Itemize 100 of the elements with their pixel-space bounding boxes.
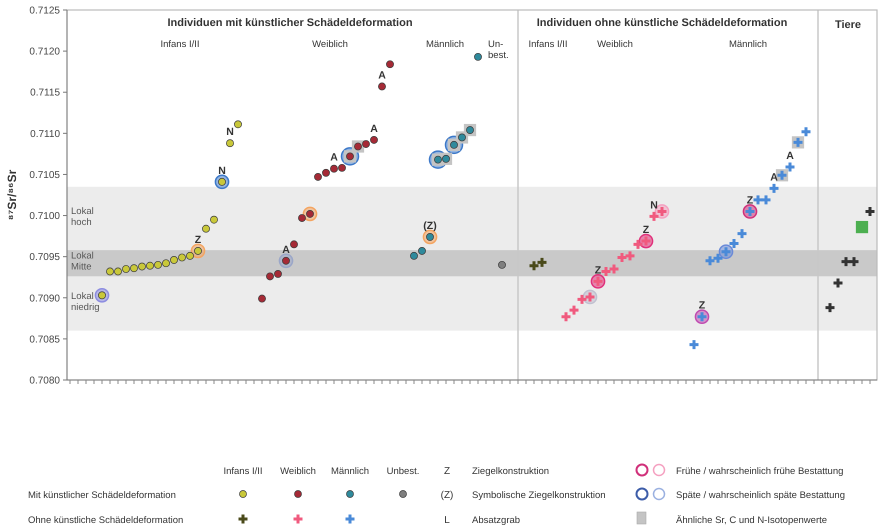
y-tick-label: 0.7085 bbox=[29, 334, 60, 346]
point bbox=[314, 173, 322, 181]
point bbox=[562, 312, 570, 322]
point bbox=[802, 127, 810, 136]
y-tick-label: 0.7125 bbox=[29, 6, 60, 16]
point bbox=[298, 214, 306, 222]
annotation: Infans I/II bbox=[160, 39, 200, 50]
point bbox=[578, 294, 586, 304]
point bbox=[146, 262, 154, 270]
text: Späte / wahrscheinlich späte Bestattung bbox=[676, 490, 845, 501]
text: Mit künstlicher Schädeldeformation bbox=[28, 490, 176, 501]
band-label: Lokal Mitte bbox=[71, 250, 94, 273]
data-label: Z bbox=[642, 224, 650, 236]
annotation: Männlich bbox=[728, 39, 768, 50]
data-label: Z bbox=[194, 234, 202, 246]
point bbox=[266, 272, 274, 280]
point bbox=[538, 258, 546, 267]
point bbox=[330, 164, 338, 173]
point bbox=[130, 264, 138, 272]
point bbox=[322, 168, 330, 177]
point bbox=[834, 278, 842, 288]
annotation: Weiblich bbox=[597, 39, 633, 50]
data-label: N bbox=[218, 164, 226, 177]
point bbox=[106, 268, 114, 276]
text: Z bbox=[444, 466, 450, 477]
data-label: A bbox=[786, 150, 794, 162]
point bbox=[626, 251, 634, 260]
text: Absatzgrab bbox=[472, 515, 520, 526]
annotation: Infans I/II bbox=[528, 39, 568, 50]
point bbox=[690, 340, 698, 350]
point bbox=[714, 254, 722, 263]
point bbox=[706, 256, 714, 266]
point bbox=[786, 162, 794, 172]
text: Ziegelkonstruktion bbox=[472, 466, 550, 477]
point bbox=[338, 164, 346, 172]
point bbox=[866, 206, 874, 216]
point bbox=[386, 60, 394, 68]
point bbox=[178, 254, 186, 262]
point bbox=[762, 195, 770, 204]
point bbox=[378, 82, 386, 90]
y-tick-label: 0.7095 bbox=[29, 252, 60, 264]
point bbox=[474, 52, 482, 61]
y-tick-label: 0.7090 bbox=[29, 293, 60, 304]
point bbox=[826, 303, 834, 312]
data-label: Z bbox=[698, 300, 706, 312]
y-tick-label: 0.7115 bbox=[30, 88, 60, 99]
point bbox=[162, 259, 170, 268]
text: Infans I/II bbox=[223, 466, 263, 477]
y-tick-label: 0.7105 bbox=[29, 170, 60, 181]
point bbox=[602, 266, 610, 276]
point bbox=[226, 139, 234, 148]
annotation: Un- best. bbox=[488, 39, 509, 61]
data-label: A bbox=[330, 152, 338, 164]
text: Männlich bbox=[330, 466, 370, 477]
annotation: Männlich bbox=[426, 39, 464, 50]
data-label: A bbox=[370, 122, 378, 135]
band-label: Lokal niedrig bbox=[71, 291, 100, 314]
point bbox=[770, 184, 778, 193]
annotation: Individuen ohne künstliche Schädeldeformation bbox=[536, 17, 788, 29]
annotation: Weiblich bbox=[312, 39, 348, 50]
point bbox=[530, 261, 538, 270]
point bbox=[856, 220, 868, 234]
point bbox=[650, 212, 658, 221]
point bbox=[234, 120, 242, 128]
point bbox=[498, 260, 506, 269]
point bbox=[114, 268, 122, 276]
point bbox=[738, 229, 746, 238]
point bbox=[754, 195, 762, 204]
point bbox=[634, 240, 642, 249]
annotation: Individuen mit künstlicher Schädeldeformation bbox=[167, 17, 413, 29]
point bbox=[154, 260, 162, 269]
data-label: (Z) bbox=[423, 220, 437, 232]
point bbox=[730, 239, 738, 248]
data-label: N bbox=[650, 199, 658, 212]
point bbox=[850, 257, 858, 266]
point bbox=[418, 247, 426, 255]
point bbox=[138, 262, 146, 270]
point bbox=[842, 257, 850, 266]
point bbox=[570, 306, 578, 315]
point bbox=[410, 252, 418, 260]
data-label: Z bbox=[746, 194, 754, 206]
point bbox=[258, 294, 266, 303]
point bbox=[362, 140, 370, 148]
point bbox=[290, 240, 298, 248]
y-tick-label: 0.7110 bbox=[30, 128, 60, 140]
point bbox=[170, 256, 178, 264]
point bbox=[186, 252, 194, 260]
y-tick-label: 0.7080 bbox=[29, 376, 60, 386]
data-label: A bbox=[770, 171, 778, 184]
text: Weiblich bbox=[280, 466, 316, 477]
y-tick-label: 0.7100 bbox=[29, 211, 60, 222]
y-tick-label: 0.7120 bbox=[29, 46, 60, 58]
text: L bbox=[444, 515, 450, 526]
point bbox=[370, 136, 378, 144]
annotation: Tiere bbox=[834, 19, 862, 31]
band-label: Lokal hoch bbox=[71, 206, 94, 228]
point bbox=[610, 264, 618, 274]
text: Frühe / wahrscheinlich frühe Bestattung bbox=[676, 466, 844, 477]
text: Ohne künstliche Schädeldeformation bbox=[28, 515, 184, 526]
data-label: A bbox=[378, 69, 386, 82]
